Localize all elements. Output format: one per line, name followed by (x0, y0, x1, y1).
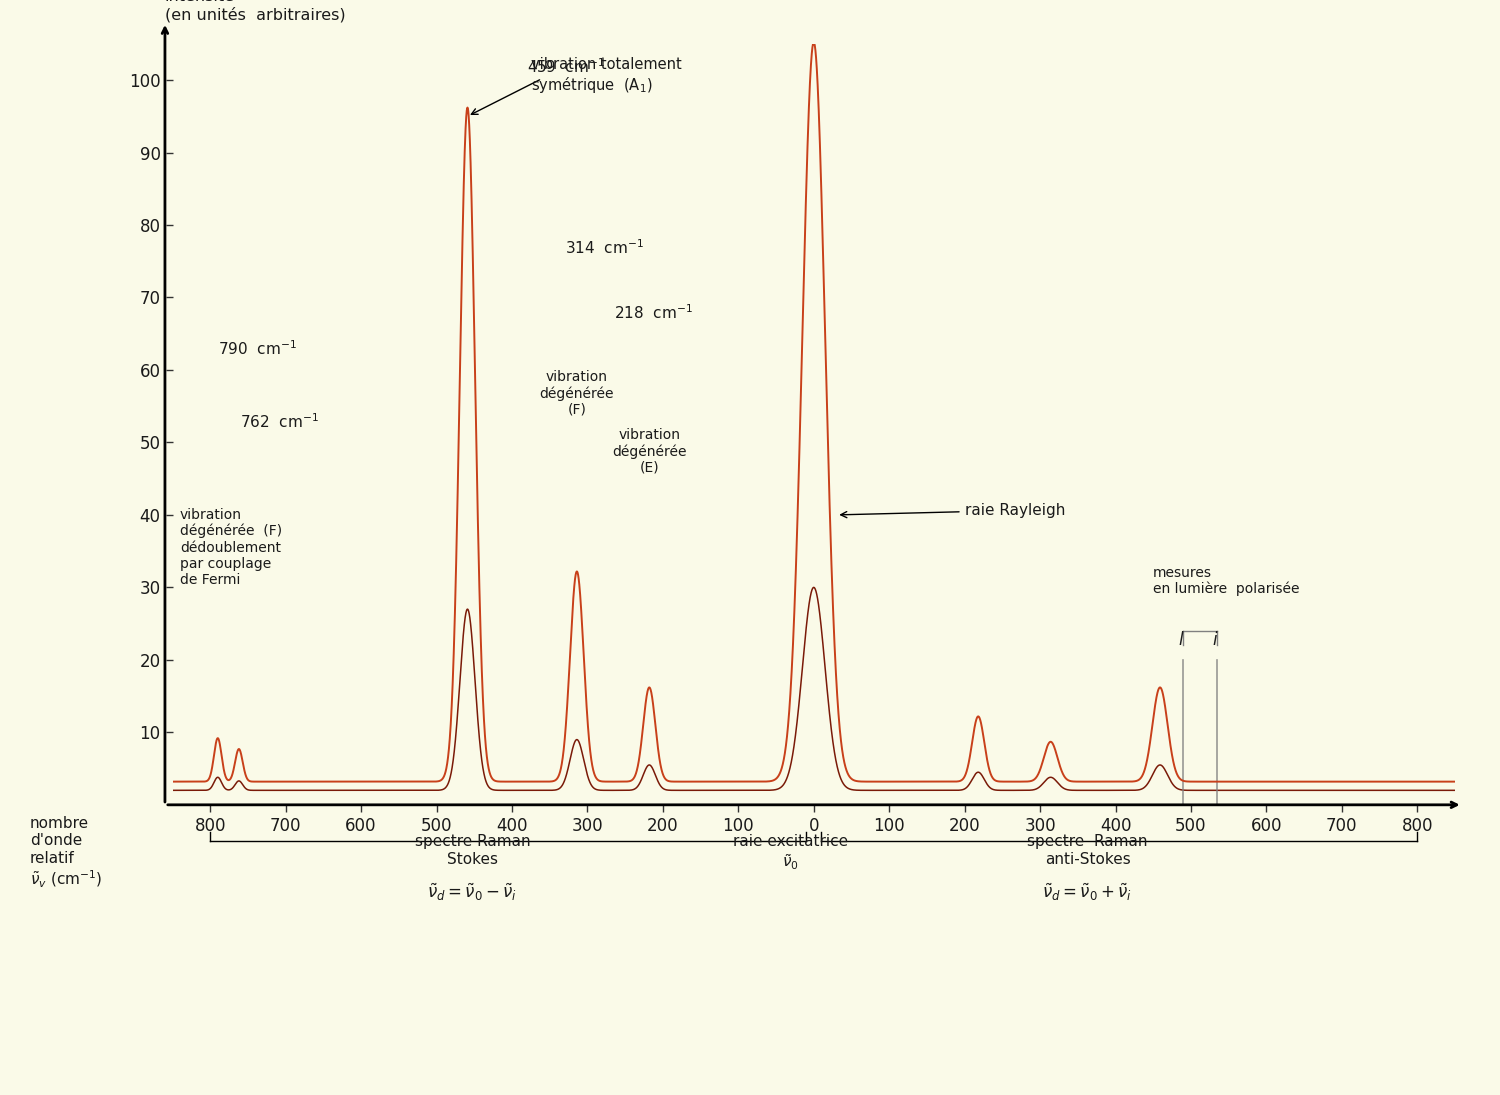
Text: i: i (1214, 632, 1218, 649)
Text: mesures
en lumière  polarisée: mesures en lumière polarisée (1154, 566, 1299, 597)
Text: spectre  Raman
anti-Stokes: spectre Raman anti-Stokes (1028, 834, 1148, 867)
Text: 790  cm$^{-1}$: 790 cm$^{-1}$ (217, 339, 297, 358)
Text: vibration
dégénérée
(F): vibration dégénérée (F) (540, 370, 614, 417)
Text: nombre
d'onde
relatif
$\tilde{\nu}_{v}$ (cm$^{-1}$): nombre d'onde relatif $\tilde{\nu}_{v}$ … (30, 816, 102, 890)
Text: l: l (1178, 632, 1182, 649)
Text: 762  cm$^{-1}$: 762 cm$^{-1}$ (240, 412, 320, 431)
Text: $\tilde{\nu}_d = \tilde{\nu}_0 - \tilde{\nu}_i$: $\tilde{\nu}_d = \tilde{\nu}_0 - \tilde{… (427, 881, 518, 902)
Text: vibration totalement
symétrique  (A$_1$): vibration totalement symétrique (A$_1$) (531, 57, 681, 94)
Text: 314  cm$^{-1}$: 314 cm$^{-1}$ (566, 239, 644, 257)
Text: intensité
(en unités  arbitraires): intensité (en unités arbitraires) (165, 0, 345, 22)
Text: vibration
dégénérée  (F)
dédoublement
par couplage
de Fermi: vibration dégénérée (F) dédoublement par… (180, 508, 282, 587)
Text: raie excitatrice
$\tilde{\nu}_0$: raie excitatrice $\tilde{\nu}_0$ (734, 834, 847, 872)
Text: spectre Raman
Stokes: spectre Raman Stokes (414, 834, 531, 867)
Text: 459  cm$^{-1}$: 459 cm$^{-1}$ (471, 57, 604, 114)
Text: $\tilde{\nu}_d = \tilde{\nu}_0 + \tilde{\nu}_i$: $\tilde{\nu}_d = \tilde{\nu}_0 + \tilde{… (1042, 881, 1132, 902)
Text: 218  cm$^{-1}$: 218 cm$^{-1}$ (614, 303, 693, 322)
Text: raie Rayleigh: raie Rayleigh (840, 503, 1065, 518)
Text: vibration
dégénérée
(E): vibration dégénérée (E) (612, 428, 687, 475)
